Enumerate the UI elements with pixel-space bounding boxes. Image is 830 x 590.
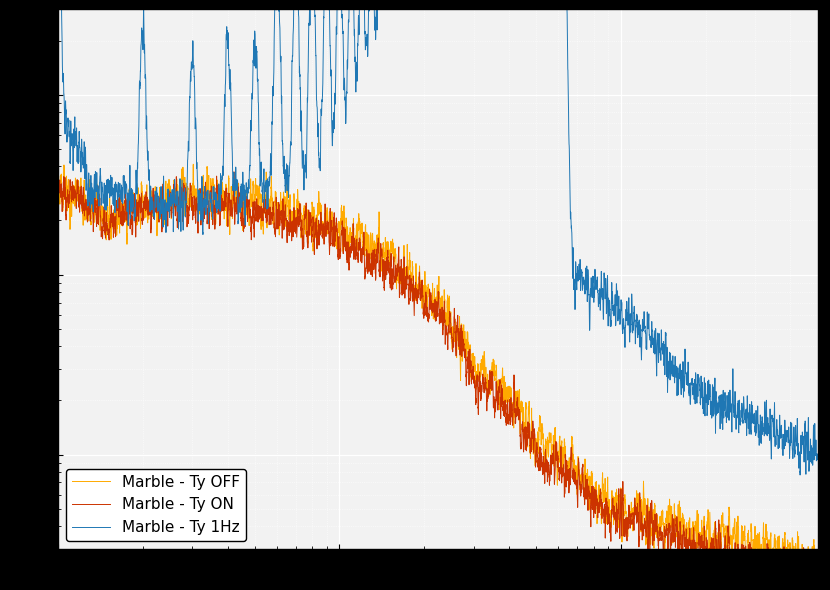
- Marble - Ty OFF: [393, 273, 403, 280]
- Legend: Marble - Ty OFF, Marble - Ty ON, Marble - Ty 1Hz: Marble - Ty OFF, Marble - Ty ON, Marble …: [66, 468, 247, 541]
- Marble - Ty ON: [237, 202, 247, 209]
- Marble - Ty 1Hz: [807, 457, 817, 464]
- Marble - Ty 1Hz: [237, 189, 247, 196]
- Marble - Ty OFF: [53, 172, 63, 179]
- Line: Marble - Ty 1Hz: Marble - Ty 1Hz: [58, 0, 818, 475]
- Marble - Ty ON: [229, 168, 239, 175]
- Line: Marble - Ty ON: Marble - Ty ON: [58, 172, 818, 590]
- Marble - Ty ON: [393, 247, 403, 254]
- Line: Marble - Ty OFF: Marble - Ty OFF: [58, 164, 818, 590]
- Marble - Ty 1Hz: [339, 76, 349, 83]
- Marble - Ty OFF: [339, 222, 349, 229]
- Marble - Ty 1Hz: [795, 471, 805, 478]
- Marble - Ty 1Hz: [229, 192, 239, 199]
- Marble - Ty ON: [807, 582, 817, 589]
- Marble - Ty ON: [230, 211, 240, 218]
- Marble - Ty ON: [234, 196, 244, 203]
- Marble - Ty OFF: [188, 160, 198, 168]
- Marble - Ty OFF: [234, 180, 244, 187]
- Marble - Ty OFF: [813, 581, 823, 588]
- Marble - Ty ON: [813, 568, 823, 575]
- Marble - Ty OFF: [237, 226, 247, 233]
- Marble - Ty ON: [53, 191, 63, 198]
- Marble - Ty ON: [339, 237, 349, 244]
- Marble - Ty OFF: [230, 193, 240, 200]
- Marble - Ty OFF: [800, 588, 810, 590]
- Marble - Ty OFF: [807, 562, 817, 569]
- Marble - Ty 1Hz: [233, 214, 243, 221]
- Marble - Ty 1Hz: [813, 454, 823, 461]
